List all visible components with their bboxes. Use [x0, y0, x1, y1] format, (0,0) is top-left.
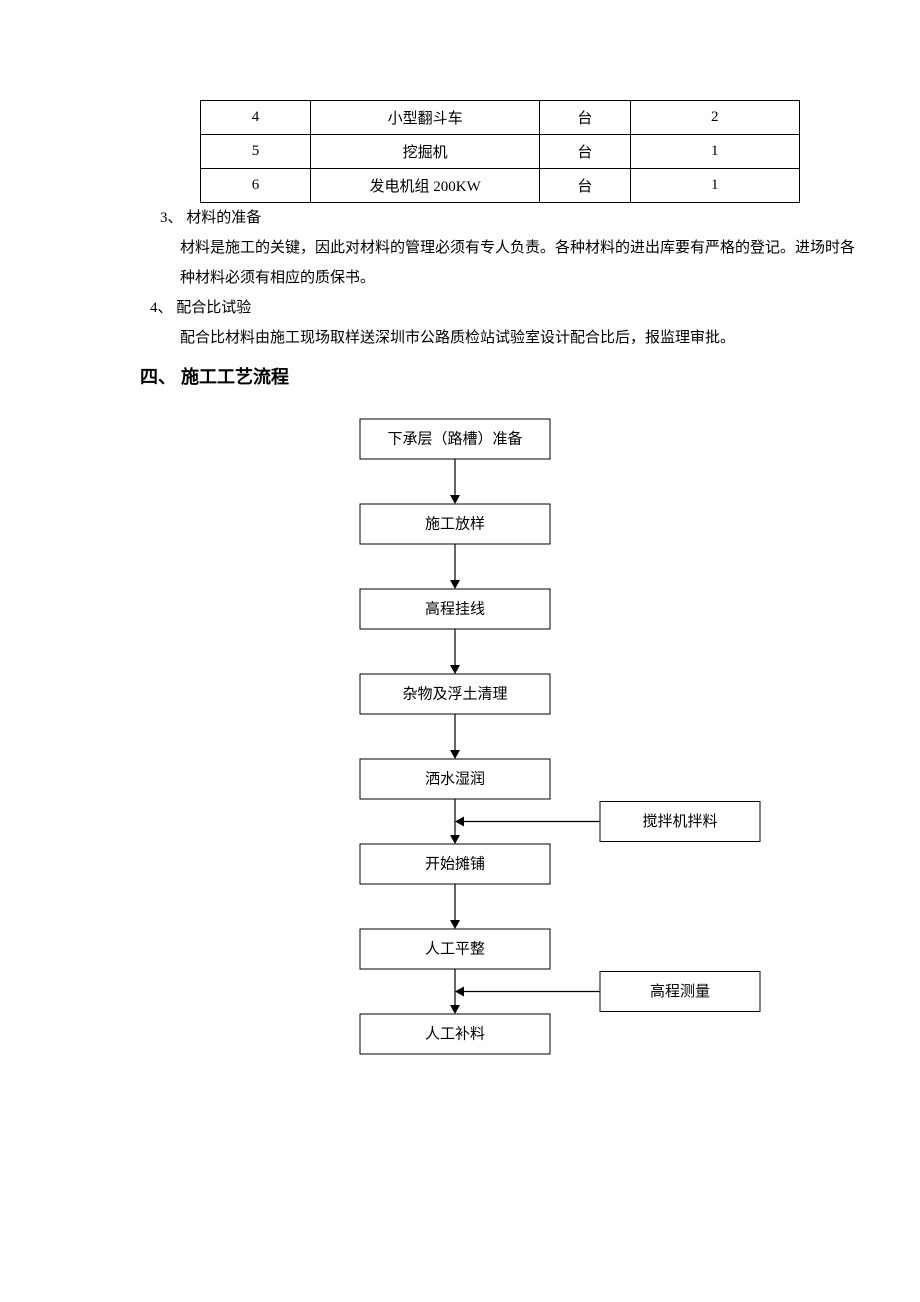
flowchart-svg: 下承层（路槽）准备施工放样高程挂线杂物及浮土清理洒水湿润开始摊铺人工平整人工补料… [160, 409, 780, 1064]
item3-heading: 3、 材料的准备 [60, 203, 860, 233]
equipment-table: 4小型翻斗车台25挖掘机台16发电机组 200KW台1 [200, 100, 800, 203]
flow-node-label: 施工放样 [425, 515, 485, 532]
flow-side-label: 高程测量 [650, 983, 710, 1000]
flow-node-label: 人工补料 [425, 1025, 485, 1042]
table-cell: 挖掘机 [311, 135, 540, 169]
table-cell: 6 [201, 169, 311, 203]
section-4-title: 四、 施工工艺流程 [140, 363, 860, 389]
item3-body-text: 材料是施工的关键，因此对材料的管理必须有专人负责。各种材料的进出库要有严格的登记… [180, 240, 855, 286]
item4-heading: 4、 配合比试验 [60, 293, 860, 323]
flowchart: 下承层（路槽）准备施工放样高程挂线杂物及浮土清理洒水湿润开始摊铺人工平整人工补料… [160, 409, 760, 1064]
table-cell: 台 [540, 101, 630, 135]
flow-side-label: 搅拌机拌料 [642, 813, 717, 830]
flow-node-label: 开始摊铺 [425, 855, 485, 872]
table-cell: 4 [201, 101, 311, 135]
table-cell: 2 [630, 101, 799, 135]
table-cell: 1 [630, 169, 799, 203]
table-cell: 发电机组 200KW [311, 169, 540, 203]
table-cell: 1 [630, 135, 799, 169]
table-row: 5挖掘机台1 [201, 135, 800, 169]
flow-node-label: 高程挂线 [425, 600, 485, 617]
table-cell: 台 [540, 169, 630, 203]
table-cell: 小型翻斗车 [311, 101, 540, 135]
table-row: 4小型翻斗车台2 [201, 101, 800, 135]
table-row: 6发电机组 200KW台1 [201, 169, 800, 203]
flow-node-label: 洒水湿润 [425, 770, 485, 787]
flow-node-label: 杂物及浮土清理 [402, 685, 507, 702]
flow-node-label: 人工平整 [425, 940, 485, 957]
table-cell: 台 [540, 135, 630, 169]
item4-body: 配合比材料由施工现场取样送深圳市公路质检站试验室设计配合比后，报监理审批。 [60, 323, 860, 353]
item4-body-text: 配合比材料由施工现场取样送深圳市公路质检站试验室设计配合比后，报监理审批。 [180, 330, 735, 346]
item3-body: 材料是施工的关键，因此对材料的管理必须有专人负责。各种材料的进出库要有严格的登记… [60, 233, 860, 293]
table-cell: 5 [201, 135, 311, 169]
flow-node-label: 下承层（路槽）准备 [387, 430, 522, 447]
